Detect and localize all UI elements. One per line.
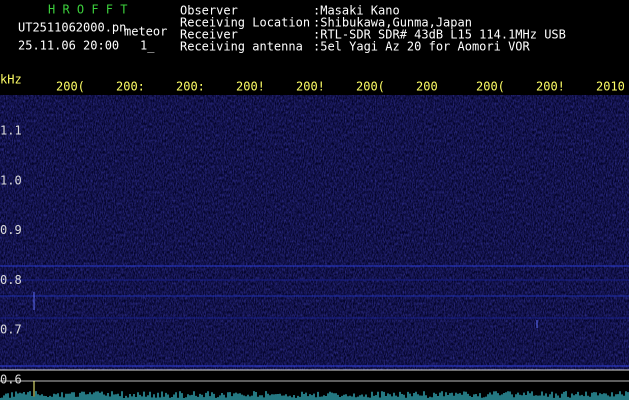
freq-label: 0.9 [0, 223, 22, 237]
spectrogram-noise [0, 95, 629, 370]
time-label: 2010 [596, 80, 625, 94]
time-label: 200( [476, 80, 505, 94]
program-name: H R O F F T [48, 3, 127, 17]
field-value: :5el Yagi Az 20 for Aomori VOR [313, 40, 531, 54]
freq-label: 0.7 [0, 323, 22, 337]
power-bars [0, 391, 629, 400]
field-label: Observer [180, 4, 238, 18]
freq-label: 1.0 [0, 173, 22, 187]
field-value: :Shibukawa,Gunma,Japan [313, 16, 472, 30]
field-label: Receiving Location [180, 16, 310, 30]
axes: 200( 200: 200: 200! 200! 200( 200 200( 200! 2010 1… [0, 80, 625, 387]
time-label: 200 [416, 80, 438, 94]
tag: meteor [124, 25, 167, 39]
signal-traces [0, 265, 629, 367]
field-value: :RTL-SDR SDR# 43dB L15 114.1MHz USB [313, 28, 566, 42]
freq-label: 0.8 [0, 273, 22, 287]
datetime: 25.11.06 20:00 [18, 39, 119, 53]
file-name: UT2511062000.pn [18, 21, 126, 35]
time-label: 200: [116, 80, 145, 94]
field-label: Receiving antenna [180, 40, 303, 54]
time-label: 200( [356, 80, 385, 94]
time-label: 200: [176, 80, 205, 94]
time-label: 200! [236, 80, 265, 94]
freq-label: 1.1 [0, 124, 22, 138]
time-label: 200( [56, 80, 85, 94]
time-label: 200! [296, 80, 325, 94]
mark: 1_ [140, 39, 155, 53]
power-trace [0, 391, 629, 400]
time-label: 200! [536, 80, 565, 94]
field-value: :Masaki Kano [313, 4, 400, 18]
field-label: Receiver [180, 28, 238, 42]
freq-label: 0.6 [0, 373, 22, 387]
axis-unit: kHz [0, 73, 22, 87]
